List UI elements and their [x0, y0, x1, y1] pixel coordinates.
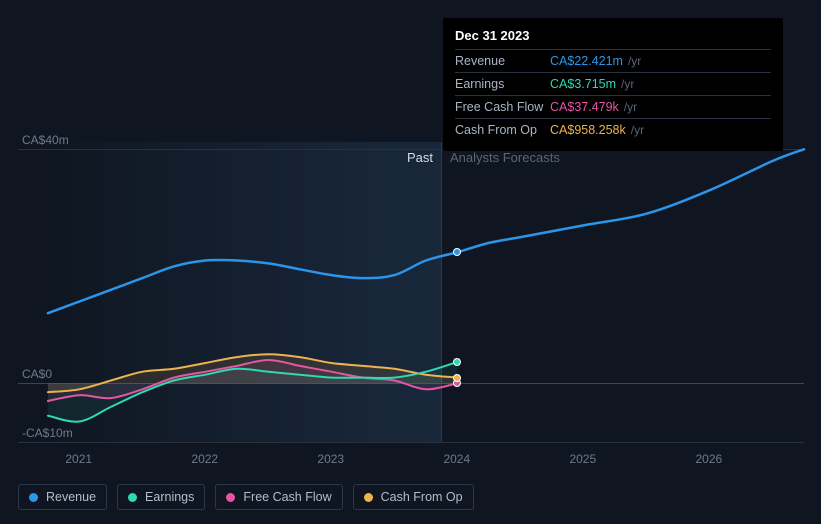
tooltip-value: CA$37.479k	[550, 100, 619, 114]
tooltip-row-earnings: EarningsCA$3.715m/yr	[455, 72, 771, 95]
tooltip-unit: /yr	[628, 54, 641, 68]
legend-item-cash-from-op[interactable]: Cash From Op	[353, 484, 474, 510]
tooltip-row-free-cash-flow: Free Cash FlowCA$37.479k/yr	[455, 95, 771, 118]
chart-svg	[18, 120, 804, 442]
legend-item-free-cash-flow[interactable]: Free Cash Flow	[215, 484, 342, 510]
x-axis-label: 2022	[191, 452, 218, 466]
x-axis-label: 2026	[695, 452, 722, 466]
tooltip-label: Earnings	[455, 77, 550, 91]
legend-dot	[226, 493, 235, 502]
tooltip-label: Cash From Op	[455, 123, 550, 137]
legend-dot	[364, 493, 373, 502]
tooltip-date: Dec 31 2023	[455, 28, 771, 49]
x-axis-label: 2025	[569, 452, 596, 466]
legend-label: Cash From Op	[381, 490, 463, 504]
x-axis-label: 2023	[317, 452, 344, 466]
tooltip-unit: /yr	[621, 77, 634, 91]
marker-earnings	[453, 358, 461, 366]
legend-item-revenue[interactable]: Revenue	[18, 484, 107, 510]
legend-dot	[29, 493, 38, 502]
x-axis-label: 2021	[65, 452, 92, 466]
legend-item-earnings[interactable]: Earnings	[117, 484, 205, 510]
gridline	[18, 442, 804, 443]
tooltip-unit: /yr	[624, 100, 637, 114]
tooltip-row-cash-from-op: Cash From OpCA$958.258k/yr	[455, 118, 771, 141]
legend: Revenue Earnings Free Cash Flow Cash From O…	[18, 484, 474, 510]
tooltip-label: Revenue	[455, 54, 550, 68]
legend-label: Free Cash Flow	[243, 490, 331, 504]
tooltip-row-revenue: RevenueCA$22.421m/yr	[455, 49, 771, 72]
x-axis-label: 2024	[443, 452, 470, 466]
legend-label: Revenue	[46, 490, 96, 504]
line-revenue-past	[48, 252, 458, 313]
legend-label: Earnings	[145, 490, 194, 504]
marker-cash-from-op	[453, 374, 461, 382]
chart-plot-area	[18, 120, 804, 442]
tooltip-unit: /yr	[631, 123, 644, 137]
legend-dot	[128, 493, 137, 502]
tooltip-value: CA$958.258k	[550, 123, 626, 137]
marker-revenue	[453, 248, 461, 256]
chart-tooltip: Dec 31 2023 RevenueCA$22.421m/yrEarnings…	[443, 18, 783, 151]
tooltip-label: Free Cash Flow	[455, 100, 550, 114]
tooltip-value: CA$3.715m	[550, 77, 616, 91]
line-revenue-forecast	[457, 149, 804, 252]
tooltip-value: CA$22.421m	[550, 54, 623, 68]
